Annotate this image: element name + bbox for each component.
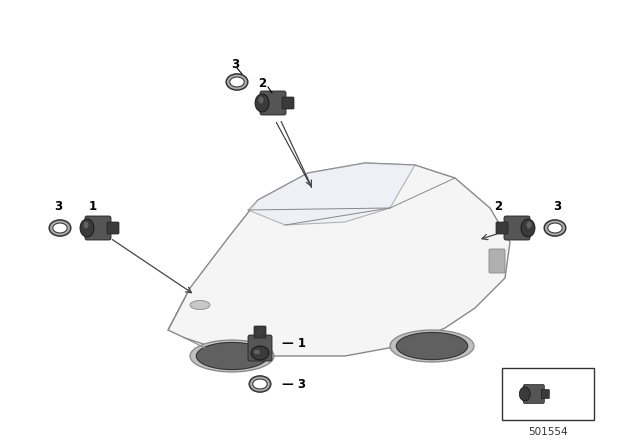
Text: 501554: 501554 [528, 427, 568, 437]
FancyBboxPatch shape [541, 389, 549, 399]
Ellipse shape [544, 220, 566, 236]
Polygon shape [168, 163, 510, 356]
Ellipse shape [196, 342, 268, 370]
Ellipse shape [527, 221, 531, 228]
FancyBboxPatch shape [496, 222, 508, 234]
Text: 3: 3 [54, 199, 62, 212]
Ellipse shape [521, 219, 535, 237]
Polygon shape [248, 163, 415, 225]
FancyBboxPatch shape [502, 368, 594, 420]
Ellipse shape [255, 94, 269, 112]
Ellipse shape [548, 223, 562, 233]
FancyBboxPatch shape [489, 249, 505, 273]
FancyBboxPatch shape [254, 326, 266, 338]
Ellipse shape [253, 379, 268, 389]
FancyBboxPatch shape [248, 335, 272, 361]
FancyBboxPatch shape [504, 216, 530, 240]
Ellipse shape [190, 301, 210, 310]
Ellipse shape [396, 332, 468, 360]
Ellipse shape [249, 376, 271, 392]
FancyBboxPatch shape [282, 97, 294, 109]
Ellipse shape [259, 96, 264, 103]
Ellipse shape [49, 220, 71, 236]
Text: 3: 3 [231, 57, 239, 70]
Ellipse shape [83, 221, 88, 228]
Ellipse shape [230, 77, 244, 87]
Ellipse shape [251, 346, 269, 360]
Ellipse shape [52, 223, 67, 233]
Ellipse shape [80, 219, 94, 237]
FancyBboxPatch shape [524, 384, 544, 404]
FancyBboxPatch shape [107, 222, 119, 234]
Text: 1: 1 [89, 199, 97, 212]
FancyBboxPatch shape [85, 216, 111, 240]
Text: 2: 2 [258, 77, 266, 90]
FancyBboxPatch shape [260, 91, 286, 115]
Text: 2: 2 [494, 199, 502, 212]
Ellipse shape [390, 330, 474, 362]
Ellipse shape [226, 74, 248, 90]
Text: — 3: — 3 [282, 378, 306, 391]
Ellipse shape [519, 387, 531, 401]
Text: 3: 3 [553, 199, 561, 212]
Text: — 1: — 1 [282, 336, 306, 349]
Ellipse shape [190, 340, 274, 372]
Ellipse shape [254, 349, 260, 354]
